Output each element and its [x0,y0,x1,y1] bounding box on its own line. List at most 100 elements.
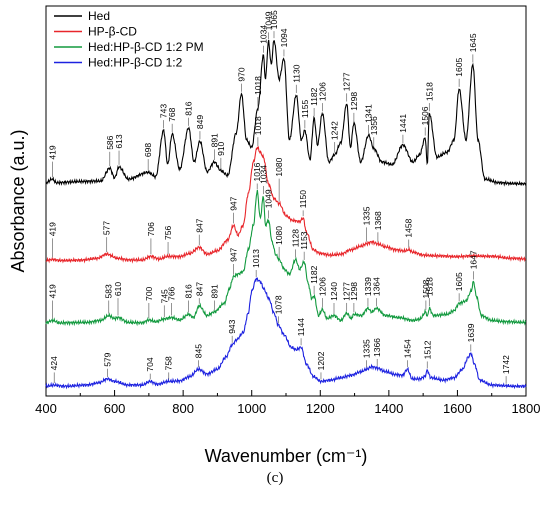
peak-label-849: 849 [195,115,205,129]
peak-label-947: 947 [229,196,239,210]
peak-label-586: 586 [105,135,115,149]
peak-label-579: 579 [102,352,112,366]
peak-label-1605: 1605 [454,272,464,291]
peak-label-1298: 1298 [349,282,359,301]
legend-label-3: Hed:HP-β-CD 1:2 [88,56,183,70]
peak-label-1518: 1518 [424,82,434,101]
x-tick-label-1200: 1200 [306,401,335,416]
peak-label-1298: 1298 [349,92,359,111]
series-layer [45,39,527,390]
peak-label-816: 816 [184,284,194,298]
peak-label-910: 910 [216,141,226,155]
peak-label-766: 766 [167,286,177,300]
peak-label-706: 706 [146,222,156,236]
peak-label-970: 970 [236,67,246,81]
peak-label-419: 419 [48,222,58,236]
x-tick-label-400: 400 [35,401,57,416]
peak-label-610: 610 [113,282,123,296]
peak-label-847: 847 [194,282,204,296]
peak-label-891: 891 [209,133,219,147]
peak-label-1155: 1155 [300,100,310,119]
peak-label-1518: 1518 [424,277,434,296]
peak-label-1018: 1018 [253,76,263,95]
peak-label-1277: 1277 [342,72,352,91]
peak-label-758: 758 [164,356,174,370]
x-axis-label: Wavenumber (cm⁻¹) [205,446,368,466]
peak-label-613: 613 [114,134,124,148]
peak-label-1508: 1508 [421,279,431,298]
peak-label-1144: 1144 [296,318,306,337]
peak-label-1356: 1356 [369,116,379,135]
x-tick-label-1400: 1400 [374,401,403,416]
legend-label-2: Hed:HP-β-CD 1:2 PM [88,40,204,54]
peak-label-1080: 1080 [274,157,284,176]
peak-label-1645: 1645 [468,33,478,52]
peak-label-698: 698 [143,143,153,157]
peak-label-1094: 1094 [279,28,289,47]
peak-label-577: 577 [102,221,112,235]
peak-label-1130: 1130 [291,64,301,83]
legend-label-0: Hed [88,9,110,23]
peak-label-1506: 1506 [420,106,430,125]
peak-label-1013: 1013 [251,249,261,268]
peak-label-1202: 1202 [316,351,326,370]
peak-label-1049: 1049 [264,11,274,30]
peak-label-1078: 1078 [274,295,284,314]
peak-label-419: 419 [48,284,58,298]
peak-label-704: 704 [145,357,155,371]
peak-label-1339: 1339 [363,277,373,296]
peak-label-1368: 1368 [373,211,383,230]
peak-label-1512: 1512 [422,340,432,359]
peak-label-1364: 1364 [372,277,382,296]
peak-label-1277: 1277 [342,282,352,301]
peak-label-1639: 1639 [466,323,476,342]
series-line-2-hed-hp-cd-1-2-pm [45,189,527,327]
peak-label-1080: 1080 [274,226,284,245]
peak-label-1441: 1441 [398,114,408,133]
peak-label-1366: 1366 [372,338,382,357]
y-axis-label: Absorbance (a.u.) [8,129,28,272]
peak-label-583: 583 [104,284,114,298]
peak-label-1454: 1454 [402,339,412,358]
peak-label-1034: 1034 [258,25,268,44]
peak-label-1153: 1153 [299,231,309,250]
peak-label-1049: 1049 [264,189,274,208]
x-tick-label-600: 600 [104,401,126,416]
x-tick-label-1800: 1800 [512,401,541,416]
peak-label-1458: 1458 [404,218,414,237]
x-axis-ticks: 400 600 800 1000 1200 1400 1600 1800 [35,390,540,416]
peak-label-424: 424 [49,356,59,370]
peak-label-845: 845 [194,344,204,358]
peak-label-1034: 1034 [258,165,268,184]
peak-label-1018: 1018 [253,116,263,135]
peak-label-891: 891 [209,284,219,298]
peak-label-1605: 1605 [454,58,464,77]
peak-label-816: 816 [184,101,194,115]
peak-label-743: 743 [159,104,169,118]
peak-label-1647: 1647 [469,250,479,269]
peak-label-1206: 1206 [317,82,327,101]
x-tick-label-1600: 1600 [443,401,472,416]
peak-label-1242: 1242 [330,121,340,140]
peak-label-947: 947 [229,247,239,261]
peak-label-1206: 1206 [317,277,327,296]
peak-label-745: 745 [159,289,169,303]
peak-label-1341: 1341 [364,104,374,123]
peak-label-1182: 1182 [309,265,319,284]
legend-label-1: HP-β-CD [88,25,137,39]
peak-label-768: 768 [167,107,177,121]
peak-label-1065: 1065 [269,10,279,29]
peak-label-1150: 1150 [298,190,308,209]
figure-caption: (c) [266,470,284,486]
series-line-3-hed-hp-cd-1-2 [45,277,527,390]
peak-label-756: 756 [163,226,173,240]
peak-label-847: 847 [194,218,204,232]
peak-label-1240: 1240 [329,282,339,301]
x-tick-label-800: 800 [172,401,194,416]
peak-label-943: 943 [227,319,237,333]
peak-label-700: 700 [144,286,154,300]
peak-label-1742: 1742 [501,355,511,374]
